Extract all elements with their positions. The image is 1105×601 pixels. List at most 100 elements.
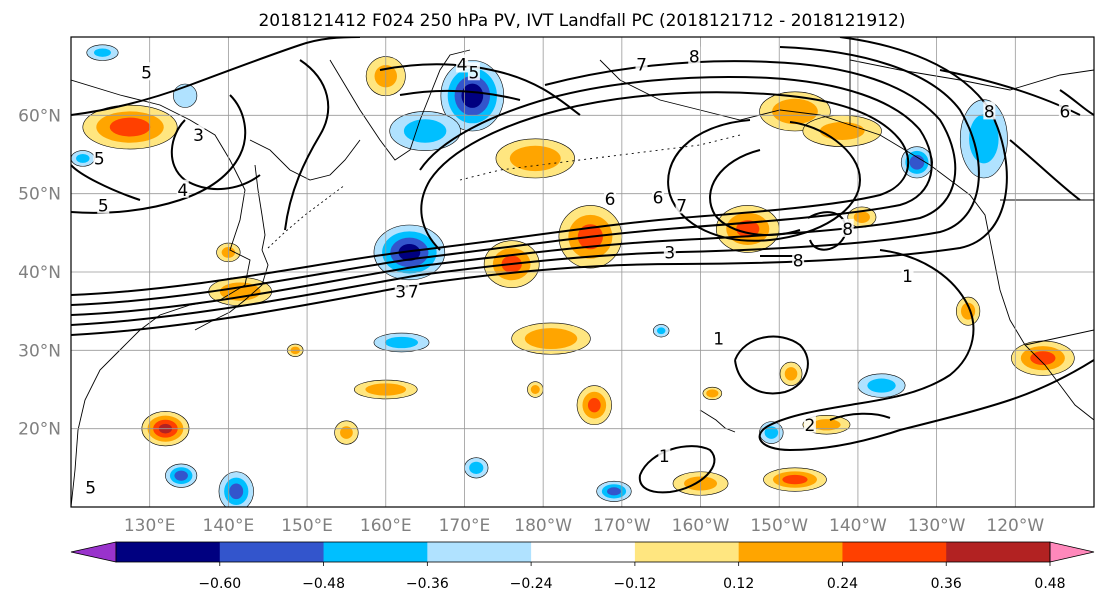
- pv-contour-label: 6: [605, 190, 616, 210]
- pv-label-backdrop: [841, 218, 854, 237]
- pv-label-backdrop: [688, 46, 701, 65]
- latitude-tick-label: 30°N: [18, 341, 61, 361]
- longitude-tick-label: 120°W: [986, 516, 1044, 536]
- ivt-anomaly-level: [784, 367, 798, 381]
- ivt-anomaly-region: [857, 373, 906, 398]
- longitude-tick-label: 150°E: [281, 516, 333, 536]
- pv-contour-label: 4: [177, 181, 188, 201]
- ivt-anomaly-level: [94, 48, 111, 57]
- pv-contour-jet-4: [71, 46, 980, 326]
- pv-label-backdrop: [663, 242, 676, 261]
- ivt-anomaly-level: [109, 117, 151, 137]
- longitude-tick-labels: 130°E 140°E 150°E 160°E 170°E 180°W 170°W 160°W…: [124, 516, 1045, 536]
- pv-contour-northwest-c: [71, 164, 141, 201]
- colorbar-extend-min: [70, 541, 117, 563]
- ivt-anomaly-region: [334, 420, 359, 445]
- pv-contour-east-3: [1059, 89, 1094, 116]
- colorbar-tick-label: −0.36: [406, 576, 449, 592]
- longitude-tick-label: 130°W: [908, 516, 966, 536]
- pv-contour-label: 4: [457, 55, 468, 75]
- ivt-anomaly-level: [524, 328, 578, 350]
- latitude-tick-label: 50°N: [18, 185, 61, 205]
- coastline-japan: [194, 249, 269, 331]
- pv-contour-label: 6: [1059, 102, 1070, 122]
- ivt-anomaly-level: [174, 470, 188, 481]
- pv-contour-northwest-a: [71, 37, 361, 116]
- ivt-anomaly-level: [384, 336, 419, 349]
- ivt-anomaly-level: [909, 155, 925, 170]
- ivt-anomaly-level: [530, 385, 540, 394]
- ivt-anomaly-level: [706, 389, 719, 398]
- ivt-anomaly-level: [398, 243, 421, 261]
- pv-contour-label: 7: [636, 55, 647, 75]
- pv-contour-label: 5: [94, 149, 105, 169]
- pv-contour-label: 1: [659, 447, 670, 467]
- ivt-anomaly-level: [1030, 351, 1056, 366]
- colorbar-extend-max: [1049, 541, 1095, 563]
- ivt-anomaly-level: [229, 483, 244, 500]
- colorbar-swatch: [946, 542, 1051, 562]
- pv-contour-northwest-d: [71, 94, 247, 214]
- ivt-anomaly-region: [802, 115, 882, 147]
- longitude-tick-label: 170°W: [593, 516, 651, 536]
- pv-contour-trough-1: [667, 119, 862, 242]
- pv-contour-label: 8: [842, 220, 853, 240]
- colorbar-tick-label: −0.24: [510, 576, 553, 592]
- ivt-anomaly-region: [511, 322, 591, 355]
- latitude-tick-labels: 20°N 30°N 40°N 50°N 60°N: [18, 106, 61, 439]
- pv-contour-north-ridge: [379, 63, 581, 116]
- latitude-tick-label: 20°N: [18, 420, 61, 440]
- ivt-anomaly-region: [596, 480, 632, 502]
- ivt-anomaly-level: [867, 378, 896, 393]
- ivt-anomaly-level: [656, 327, 666, 335]
- pv-label-backdrop: [176, 179, 189, 198]
- pv-label-backdrop: [635, 54, 648, 73]
- pv-label-backdrop: [792, 250, 805, 269]
- pv-label-backdrop: [604, 189, 617, 208]
- ivt-anomaly-level: [340, 426, 353, 439]
- ivt-anomaly-level: [853, 211, 870, 223]
- graticule: [71, 37, 1094, 507]
- pv-label-backdrop: [93, 148, 106, 167]
- ivt-anomaly-region: [440, 60, 505, 132]
- pv-label-backdrop: [675, 195, 688, 214]
- pv-contour-label: 5: [85, 478, 96, 498]
- pv-label-backdrop: [652, 187, 665, 206]
- ivt-anomaly-region: [82, 104, 178, 150]
- pv-contour-label: 7: [676, 196, 687, 216]
- coastline-okhotsk: [249, 139, 361, 181]
- ivt-anomaly-region: [576, 385, 612, 426]
- ivt-anomaly-level: [461, 83, 484, 108]
- colorbar-tick-label: −0.48: [302, 576, 345, 592]
- pv-label-backdrop: [394, 281, 407, 300]
- pv-contour-label: 5: [98, 196, 109, 216]
- colorbar-swatch: [116, 542, 221, 562]
- ivt-anomaly-region: [389, 111, 461, 151]
- colorbar-tick-label: −0.60: [198, 576, 241, 592]
- ivt-anomaly-level: [509, 145, 561, 172]
- pv-label-backdrop: [140, 62, 153, 81]
- ivt-anomaly-region: [495, 138, 575, 179]
- longitude-tick-label: 150°W: [750, 516, 808, 536]
- pv-label-backdrop: [97, 195, 110, 214]
- ivt-anomaly-level: [469, 461, 484, 474]
- coastline-sakhalin: [254, 164, 266, 251]
- ivt-anomaly-region: [527, 381, 544, 398]
- ivt-anomaly-region: [900, 146, 933, 179]
- pv-contour-trough-2: [709, 149, 801, 236]
- colorbar-swatch: [427, 542, 532, 562]
- colorbar-frame: [115, 541, 1051, 563]
- pv-contour-jet-1: [71, 91, 910, 296]
- colorbar-tick-label: −0.12: [613, 576, 656, 592]
- ivt-anomaly-region: [165, 463, 198, 488]
- longitude-tick-label: 180°W: [514, 516, 572, 536]
- pv-label-backdrop: [901, 265, 914, 284]
- ivt-anomaly-region: [71, 150, 95, 167]
- ivt-anomaly-region: [955, 296, 981, 326]
- pv-contour-label: 7: [408, 283, 419, 303]
- colorbar-swatch: [219, 542, 325, 562]
- pv-contour-jet-2: [71, 76, 933, 306]
- ivt-anomaly-level: [76, 153, 90, 163]
- colorbar-tick-label: 0.12: [723, 576, 754, 592]
